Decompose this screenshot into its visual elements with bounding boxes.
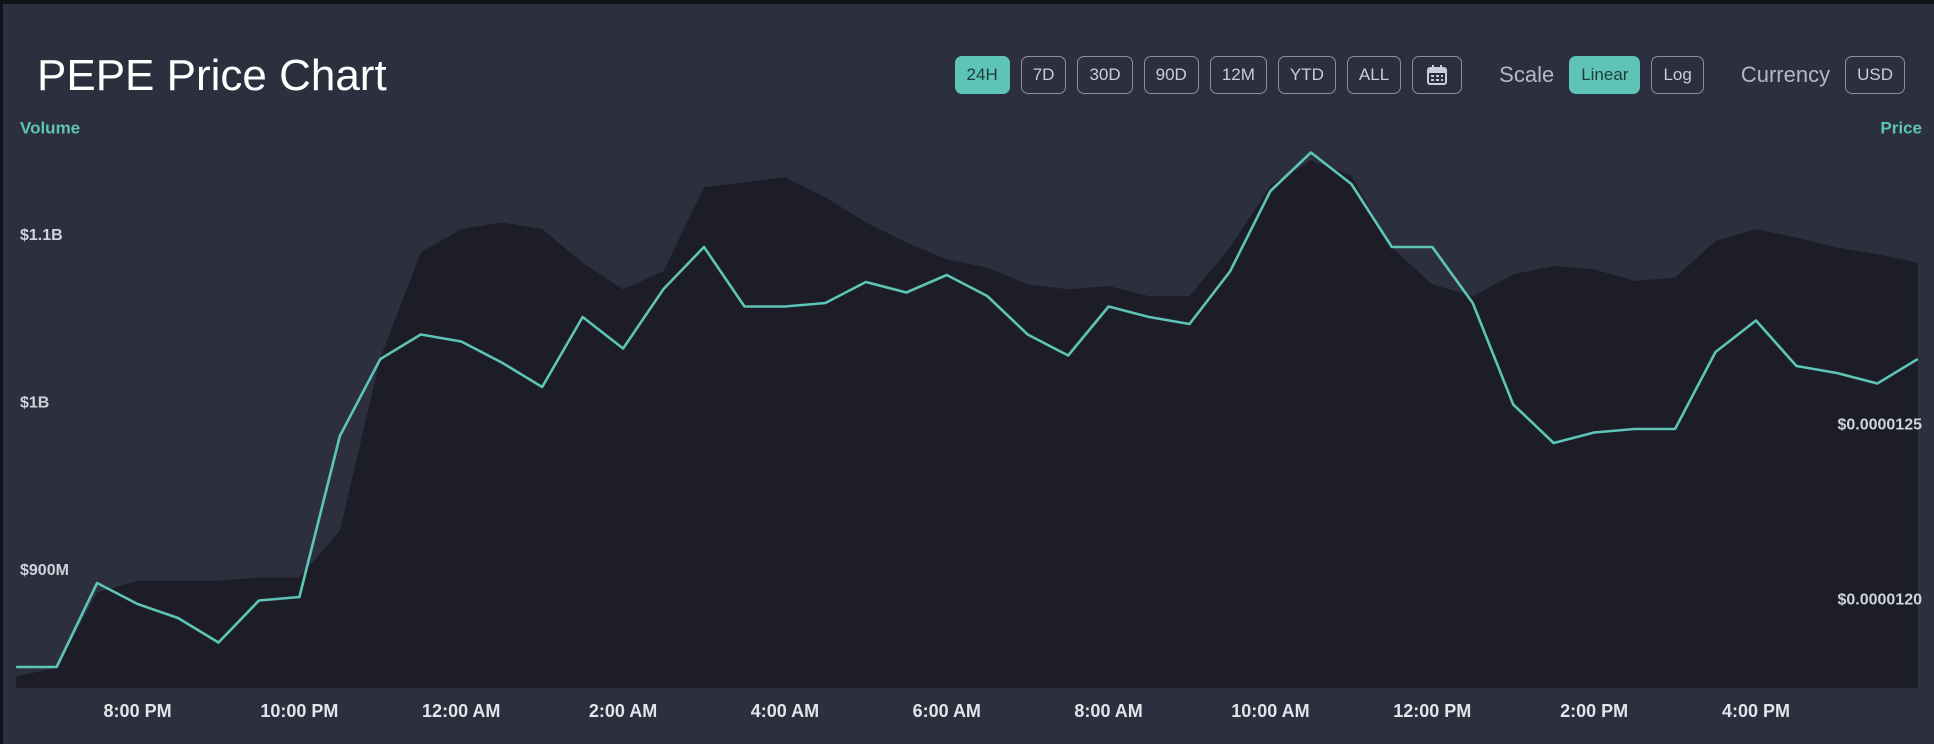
toggle-button[interactable]: 12M bbox=[1209, 56, 1267, 94]
x-tick-label: 10:00 PM bbox=[260, 701, 338, 721]
calendar-button[interactable] bbox=[1412, 56, 1463, 94]
y2-tick-label: $0.0000125 bbox=[1837, 417, 1922, 434]
y2-tick-label: $0.0000120 bbox=[1837, 592, 1922, 609]
toggle-button[interactable]: YTD bbox=[1277, 56, 1336, 94]
toggle-button[interactable]: 90D bbox=[1143, 56, 1199, 94]
toggle-button[interactable]: 24H bbox=[954, 56, 1010, 94]
x-tick-label: 4:00 AM bbox=[751, 701, 819, 721]
x-tick-label: 4:00 PM bbox=[1722, 701, 1790, 721]
y-tick-label: $1.1B bbox=[20, 227, 63, 244]
x-tick-label: 8:00 PM bbox=[104, 701, 172, 721]
left-axis-title: Volume bbox=[20, 118, 80, 137]
chart-title: PEPE Price Chart bbox=[37, 51, 387, 100]
x-tick-label: 6:00 AM bbox=[913, 701, 981, 721]
toggle-button[interactable]: ALL bbox=[1346, 56, 1402, 94]
y-tick-label: $1B bbox=[20, 394, 49, 411]
x-tick-label: 8:00 AM bbox=[1074, 701, 1142, 721]
x-tick-label: 2:00 PM bbox=[1560, 701, 1628, 721]
controls: 24H 7D 30D 90D 12M YTD ALL Scale Linear Log Cur… bbox=[954, 56, 1905, 94]
x-tick-label: 12:00 AM bbox=[422, 701, 500, 721]
toggle-button[interactable]: 7D bbox=[1020, 56, 1067, 94]
calendar-icon bbox=[1427, 65, 1448, 85]
volume-area bbox=[16, 160, 1918, 688]
y-tick-label: $900M bbox=[20, 562, 69, 579]
price-line bbox=[16, 151, 1919, 669]
right-axis-title: Price bbox=[1880, 118, 1922, 137]
x-tick-label: 12:00 PM bbox=[1393, 701, 1471, 721]
toggle-button[interactable]: Log bbox=[1651, 56, 1704, 94]
scale-buttons: Linear Log bbox=[1569, 56, 1704, 94]
toggle-button[interactable]: 30D bbox=[1077, 56, 1133, 94]
range-buttons: 24H 7D 30D 90D 12M YTD ALL bbox=[954, 56, 1402, 94]
toggle-button[interactable]: Linear bbox=[1569, 56, 1641, 94]
x-tick-label: 2:00 AM bbox=[589, 701, 657, 721]
currency-button[interactable]: USD bbox=[1845, 56, 1905, 94]
x-tick-label: 10:00 AM bbox=[1231, 701, 1309, 721]
currency-label: Currency bbox=[1740, 62, 1831, 87]
scale-label: Scale bbox=[1499, 62, 1555, 87]
